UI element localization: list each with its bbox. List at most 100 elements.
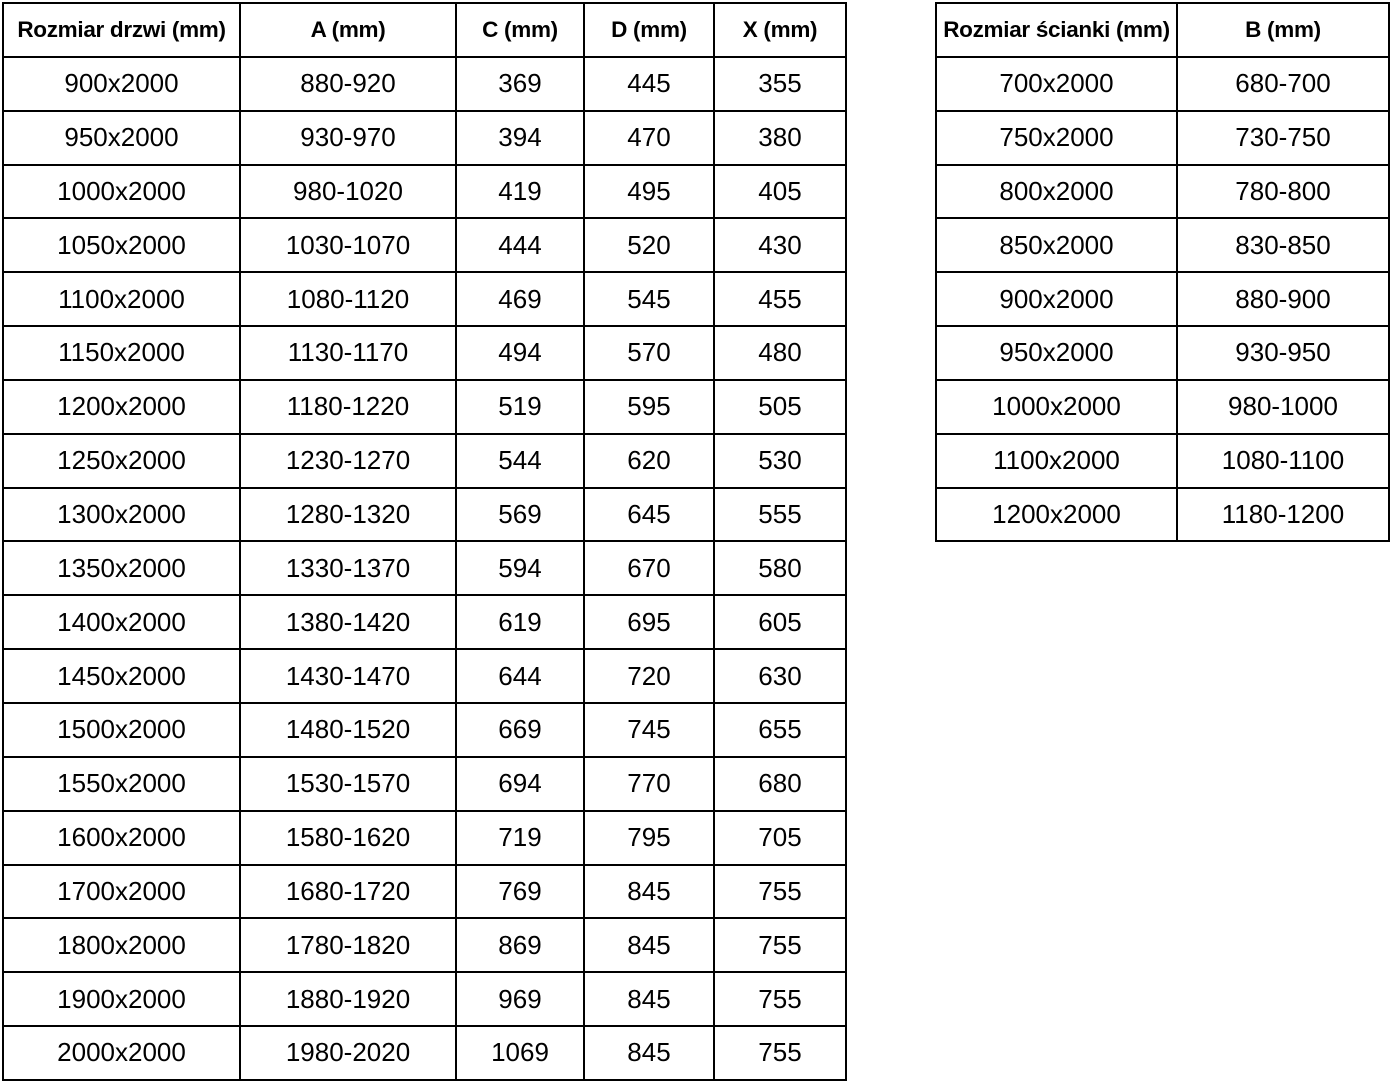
cell: 520 <box>583 217 715 274</box>
table-row: 1000x2000 980-1000 <box>935 378 1390 435</box>
cell: 950x2000 <box>2 109 241 166</box>
cell: 845 <box>583 1025 715 1081</box>
cell: 969 <box>455 971 585 1028</box>
cell: 469 <box>455 271 585 328</box>
cell: 1430-1470 <box>239 648 457 704</box>
table-row: 1000x2000 980-1020 419 495 405 <box>2 163 847 220</box>
table-row: 1800x2000 1780-1820 869 845 755 <box>2 917 847 974</box>
cell: 1350x2000 <box>2 540 241 597</box>
cell: 620 <box>583 432 715 489</box>
cell: 544 <box>455 432 585 489</box>
cell: 1250x2000 <box>2 432 241 489</box>
cell: 594 <box>455 540 585 597</box>
cell: 630 <box>713 648 847 704</box>
cell: 750x2000 <box>935 109 1178 166</box>
cell: 950x2000 <box>935 325 1178 381</box>
cell: 1200x2000 <box>2 378 241 435</box>
table-row: 800x2000 780-800 <box>935 163 1390 220</box>
cell: 1380-1420 <box>239 594 457 651</box>
header-row: Rozmiar ścianki (mm) B (mm) <box>935 2 1390 58</box>
table-row: 1350x2000 1330-1370 594 670 580 <box>2 540 847 597</box>
cell: 900x2000 <box>2 55 241 112</box>
cell: 555 <box>713 486 847 543</box>
cell: 580 <box>713 540 847 597</box>
cell: 1450x2000 <box>2 648 241 704</box>
table-row: 950x2000 930-970 394 470 380 <box>2 109 847 166</box>
table-row: 1100x2000 1080-1100 <box>935 432 1390 489</box>
door-size-table-body: 900x2000 880-920 369 445 355 950x2000 930-970 3… <box>2 55 847 1081</box>
cell: 1050x2000 <box>2 217 241 274</box>
table-row: 1900x2000 1880-1920 969 845 755 <box>2 971 847 1028</box>
cell: 1400x2000 <box>2 594 241 651</box>
table-row: 1500x2000 1480-1520 669 745 655 <box>2 701 847 758</box>
cell: 1600x2000 <box>2 809 241 866</box>
cell: 380 <box>713 109 847 166</box>
cell: 670 <box>583 540 715 597</box>
cell: 1130-1170 <box>239 325 457 381</box>
cell: 1180-1200 <box>1176 486 1390 543</box>
cell: 1069 <box>455 1025 585 1081</box>
table-row: 900x2000 880-900 <box>935 271 1390 328</box>
cell: 570 <box>583 325 715 381</box>
table-row: 1400x2000 1380-1420 619 695 605 <box>2 594 847 651</box>
cell: 869 <box>455 917 585 974</box>
cell: 1280-1320 <box>239 486 457 543</box>
cell: 669 <box>455 701 585 758</box>
table-row: 1550x2000 1530-1570 694 770 680 <box>2 755 847 812</box>
table-row: 2000x2000 1980-2020 1069 845 755 <box>2 1025 847 1081</box>
header-wall-size: Rozmiar ścianki (mm) <box>935 2 1178 58</box>
cell: 930-950 <box>1176 325 1390 381</box>
cell: 845 <box>583 863 715 920</box>
cell: 694 <box>455 755 585 812</box>
cell: 1150x2000 <box>2 325 241 381</box>
cell: 930-970 <box>239 109 457 166</box>
table-row: 1100x2000 1080-1120 469 545 455 <box>2 271 847 328</box>
cell: 755 <box>713 971 847 1028</box>
cell: 530 <box>713 432 847 489</box>
cell: 1700x2000 <box>2 863 241 920</box>
cell: 1800x2000 <box>2 917 241 974</box>
cell: 394 <box>455 109 585 166</box>
cell: 800x2000 <box>935 163 1178 220</box>
cell: 369 <box>455 55 585 112</box>
cell: 644 <box>455 648 585 704</box>
cell: 645 <box>583 486 715 543</box>
cell: 444 <box>455 217 585 274</box>
cell: 2000x2000 <box>2 1025 241 1081</box>
cell: 705 <box>713 809 847 866</box>
header-dim-b: B (mm) <box>1176 2 1390 58</box>
cell: 619 <box>455 594 585 651</box>
cell: 980-1000 <box>1176 378 1390 435</box>
cell: 519 <box>455 378 585 435</box>
cell: 1900x2000 <box>2 971 241 1028</box>
cell: 1200x2000 <box>935 486 1178 543</box>
cell: 1680-1720 <box>239 863 457 920</box>
cell: 1100x2000 <box>935 432 1178 489</box>
door-size-table-header: Rozmiar drzwi (mm) A (mm) C (mm) D (mm) … <box>2 2 847 58</box>
cell: 605 <box>713 594 847 651</box>
cell: 745 <box>583 701 715 758</box>
wall-panel-table-header: Rozmiar ścianki (mm) B (mm) <box>935 2 1390 58</box>
cell: 755 <box>713 917 847 974</box>
cell: 505 <box>713 378 847 435</box>
cell: 845 <box>583 971 715 1028</box>
cell: 980-1020 <box>239 163 457 220</box>
cell: 1780-1820 <box>239 917 457 974</box>
cell: 700x2000 <box>935 55 1178 112</box>
cell: 770 <box>583 755 715 812</box>
cell: 595 <box>583 378 715 435</box>
cell: 850x2000 <box>935 217 1178 274</box>
cell: 1300x2000 <box>2 486 241 543</box>
cell: 545 <box>583 271 715 328</box>
cell: 569 <box>455 486 585 543</box>
cell: 355 <box>713 55 847 112</box>
cell: 1580-1620 <box>239 809 457 866</box>
wall-panel-size-table: Rozmiar ścianki (mm) B (mm) 700x2000 680-… <box>935 2 1390 543</box>
header-row: Rozmiar drzwi (mm) A (mm) C (mm) D (mm) … <box>2 2 847 58</box>
cell: 1480-1520 <box>239 701 457 758</box>
cell: 1080-1120 <box>239 271 457 328</box>
table-row: 900x2000 880-920 369 445 355 <box>2 55 847 112</box>
cell: 680-700 <box>1176 55 1390 112</box>
table-row: 1300x2000 1280-1320 569 645 555 <box>2 486 847 543</box>
cell: 445 <box>583 55 715 112</box>
